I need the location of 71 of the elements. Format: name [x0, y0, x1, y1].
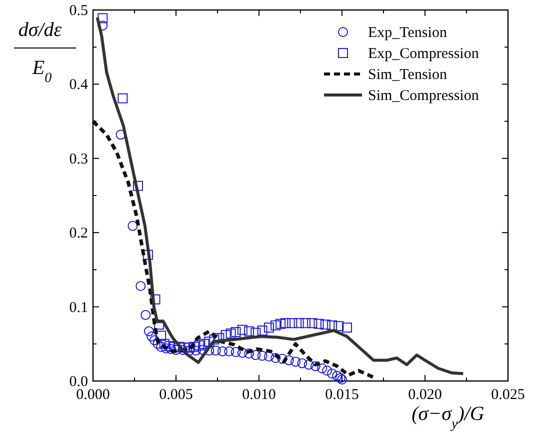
point — [317, 363, 328, 374]
point — [276, 318, 286, 329]
point — [142, 250, 153, 260]
point — [230, 347, 241, 358]
point — [322, 366, 332, 376]
x-tick-label: 0.025 — [491, 387, 525, 403]
legend-label: Exp_Compression — [368, 46, 480, 62]
point — [136, 281, 146, 292]
point — [320, 320, 330, 330]
y-tick-label: 0.4 — [69, 77, 88, 94]
legend-label: Sim_Tension — [368, 67, 448, 83]
point — [132, 180, 143, 191]
y-axis-title: dσ/dε E$_{0}$ — [18, 19, 62, 86]
point — [224, 346, 234, 356]
point — [297, 358, 308, 368]
point — [270, 320, 281, 330]
point — [140, 310, 151, 320]
point — [304, 360, 314, 370]
x-tick-label: 0.015 — [325, 387, 359, 403]
point — [327, 368, 338, 379]
point — [128, 220, 138, 231]
point — [204, 336, 214, 347]
point — [300, 318, 310, 328]
point — [244, 348, 254, 359]
point — [290, 356, 301, 367]
point — [237, 324, 248, 335]
point — [226, 328, 236, 339]
point — [342, 322, 352, 333]
point — [210, 346, 221, 356]
x-tick-label: 0.010 — [242, 387, 276, 403]
point — [264, 322, 274, 333]
point — [294, 318, 304, 328]
x-axis-title: (σ−σ$_{y}$)/G — [412, 403, 485, 432]
point — [199, 338, 210, 349]
point — [310, 361, 320, 372]
point — [118, 93, 128, 104]
y-tick-label: 0.1 — [69, 300, 88, 316]
y-tick-label: 0.0 — [69, 374, 88, 390]
point — [164, 341, 174, 352]
y-tick-label: 0.3 — [69, 151, 88, 168]
point — [230, 327, 241, 338]
point — [194, 340, 204, 350]
point — [250, 350, 261, 360]
point — [334, 321, 344, 332]
point — [314, 318, 324, 329]
x-tick-label: 0.005 — [159, 387, 193, 403]
point — [159, 338, 170, 349]
x-tick-label: 0.000 — [76, 387, 110, 403]
point — [146, 331, 157, 342]
point — [264, 352, 274, 362]
legend-label: Sim_Compression — [368, 88, 480, 104]
point — [257, 350, 268, 361]
point — [184, 342, 194, 353]
point — [189, 342, 200, 352]
point — [237, 348, 248, 358]
point — [144, 326, 154, 336]
point — [332, 370, 342, 381]
point — [307, 318, 318, 328]
point — [244, 326, 254, 336]
y-tick-label: 0.2 — [69, 226, 88, 242]
point — [257, 326, 268, 336]
point — [217, 346, 228, 356]
point — [284, 355, 294, 366]
y-tick-label: 0.5 — [69, 3, 88, 19]
point — [327, 320, 338, 330]
point — [209, 334, 220, 344]
point — [270, 353, 281, 363]
x-tick-label: 0.020 — [408, 387, 442, 403]
point — [287, 318, 298, 328]
legend-label: Exp_Tension — [368, 25, 448, 41]
point — [280, 318, 291, 328]
